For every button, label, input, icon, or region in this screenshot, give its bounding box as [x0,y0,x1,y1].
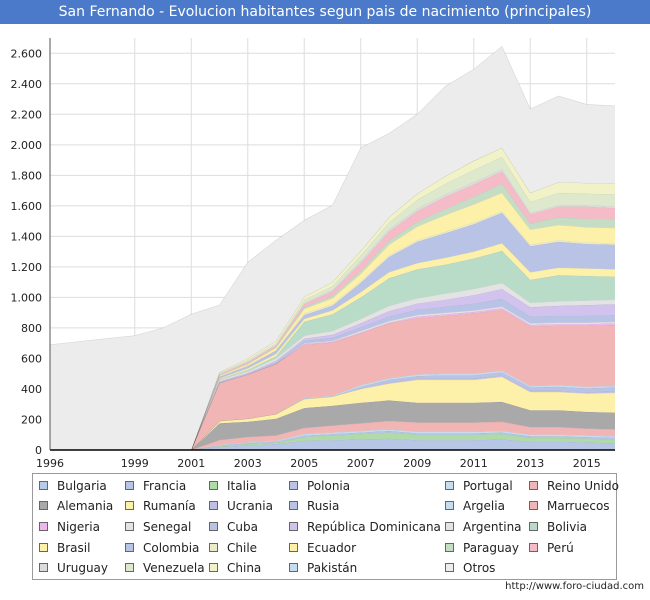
x-tick-label: 2015 [573,457,601,469]
legend-label: Francia [143,479,187,493]
legend-label: Ecuador [307,541,357,555]
legend-label: Argelia [463,499,505,513]
y-tick-label: 400 [21,383,42,396]
y-tick-label: 1.400 [11,230,43,243]
y-tick-label: 2.600 [11,47,43,60]
legend-swatch [125,481,134,490]
x-tick-label: 2001 [177,457,205,469]
legend: Bulgaria Francia Italia Polonia Portugal Rein… [32,473,619,580]
area-francia [50,438,615,450]
y-tick-label: 200 [21,413,42,426]
legend-label: Ucrania [227,499,273,513]
x-tick-label: 2011 [460,457,488,469]
y-tick-label: 1.600 [11,200,43,213]
legend-swatch [289,501,298,510]
axes [49,38,615,451]
area-otros [50,46,615,451]
x-tick-label: 1996 [36,457,64,469]
legend-swatch [209,563,218,572]
x-tick-label: 1999 [121,457,149,469]
legend-swatch [39,563,48,572]
area-alemania [50,400,615,450]
legend-label: Uruguay [57,561,108,575]
legend-swatch [289,563,298,572]
legend-swatch [529,501,538,510]
legend-label: Marruecos [547,499,610,513]
legend-label: Senegal [143,520,192,534]
legend-label: Brasil [57,541,91,555]
legend-swatch [39,543,48,552]
legend-label: Italia [227,479,257,493]
legend-label: Alemania [57,499,114,513]
legend-label: Polonia [307,479,351,493]
legend-swatch [445,481,454,490]
legend-label: Bolivia [547,520,588,534]
area-reino-unido [50,421,615,450]
legend-swatch [125,522,134,531]
legend-label: Argentina [463,520,522,534]
tick-labels: 0 200 400 600 800 1.000 1.200 1.400 1.600 1.800 2.… [11,47,601,469]
y-tick-label: 1.000 [11,291,43,304]
legend-swatch [125,501,134,510]
y-tick-label: 2.200 [11,108,43,121]
legend-swatch [529,522,538,531]
x-tick-label: 2013 [516,457,544,469]
legend-label: Colombia [143,541,200,555]
legend-label: Paraguay [463,541,520,555]
legend-swatch [445,543,454,552]
x-tick-label: 2003 [234,457,262,469]
legend-swatch [445,563,454,572]
legend-label: Chile [227,541,258,555]
area-edge-otros [49,45,616,345]
legend-swatch [209,543,218,552]
legend-label: Perú [547,541,574,555]
x-tick-label: 2005 [290,457,318,469]
x-tick-label: 2009 [403,457,431,469]
legend-swatch [209,501,218,510]
chart-title: San Fernando - Evolucion habitantes segu… [0,0,650,24]
legend-swatch [39,501,48,510]
legend-label: Venezuela [143,561,205,575]
legend-swatch [529,481,538,490]
legend-swatch [289,522,298,531]
legend-swatch [209,481,218,490]
legend-label: Cuba [227,520,258,534]
y-tick-label: 1.800 [11,169,43,182]
y-tick-label: 2.400 [11,78,43,91]
legend-swatch [209,522,218,531]
legend-swatch [289,543,298,552]
y-tick-label: 600 [21,352,42,365]
y-tick-label: 2.000 [11,139,43,152]
area-rumania [50,376,615,450]
legend-label: Nigeria [57,520,100,534]
legend-label: Bulgaria [57,479,107,493]
legend-swatch [529,543,538,552]
legend-swatch [125,543,134,552]
legend-label: Rusia [307,499,340,513]
area-italia [50,432,615,450]
area-polonia [50,430,615,450]
chart-area: 0 200 400 600 800 1.000 1.200 1.400 1.600 1.800 2.… [11,38,616,469]
y-tick-label: 800 [21,322,42,335]
y-tick-label: 0 [35,444,42,457]
legend-swatch [445,522,454,531]
y-tick-label: 1.200 [11,261,43,274]
series-areas [49,45,616,451]
source-url: http://www.foro-ciudad.com [505,581,644,592]
legend-label: Rumanía [143,499,196,513]
area-marruecos [50,309,615,450]
legend-label: Pakistán [307,561,358,575]
legend-label: China [227,561,262,575]
legend-label: Otros [463,561,496,575]
legend-label: República Dominicana [307,520,441,534]
legend-label: Portugal [463,479,513,493]
legend-swatch [445,501,454,510]
x-tick-label: 2007 [347,457,375,469]
legend-swatch [39,522,48,531]
legend-label: Reino Unido [547,479,619,493]
area-portugal [50,429,615,450]
legend-swatch [289,481,298,490]
legend-swatch [39,481,48,490]
legend-swatch [125,563,134,572]
